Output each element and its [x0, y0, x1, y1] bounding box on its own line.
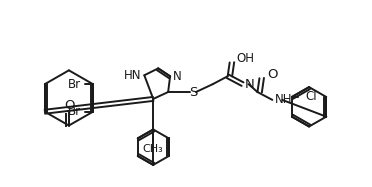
Text: CH₃: CH₃: [143, 144, 164, 154]
Text: Br: Br: [68, 105, 81, 118]
Text: NH: NH: [275, 93, 293, 106]
Text: Cl: Cl: [306, 91, 317, 103]
Text: OH: OH: [237, 52, 254, 65]
Text: O: O: [65, 99, 75, 112]
Text: HN: HN: [124, 69, 141, 82]
Text: Br: Br: [68, 78, 81, 91]
Text: N: N: [173, 70, 182, 83]
Text: O: O: [267, 68, 278, 81]
Text: N: N: [244, 78, 254, 91]
Text: S: S: [189, 85, 197, 99]
